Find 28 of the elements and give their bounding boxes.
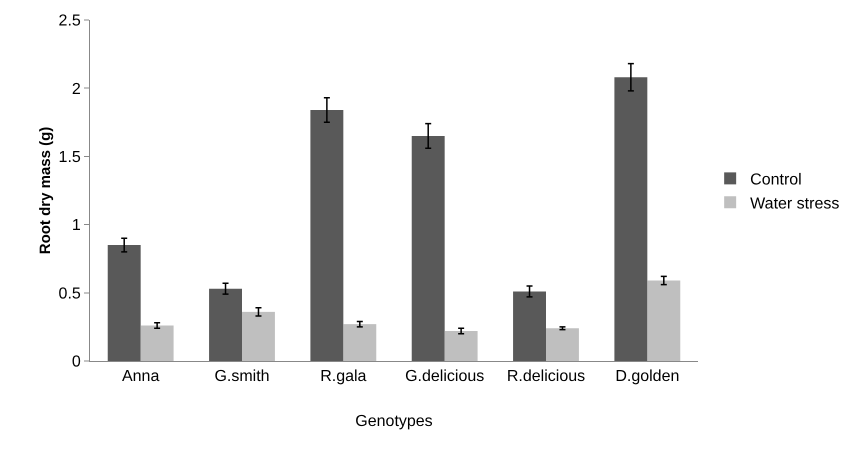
y-tick-label: 0 <box>72 354 81 371</box>
bar <box>412 136 445 361</box>
y-tick-label: 2.5 <box>58 12 81 30</box>
bar <box>343 324 376 361</box>
x-tick-label: D.golden <box>615 368 680 386</box>
x-tick-label: G.delicious <box>405 368 484 386</box>
x-tick-label: R.gala <box>320 368 367 386</box>
y-axis-title: Root dry mass (g) <box>37 126 54 254</box>
y-tick-label: 1.5 <box>58 149 81 166</box>
legend-label: Water stress <box>750 195 840 212</box>
bar <box>140 326 174 361</box>
bar <box>444 330 478 361</box>
bar <box>614 77 648 361</box>
bar <box>310 110 344 361</box>
bar <box>513 291 546 361</box>
y-tick-label: 0.5 <box>58 285 81 302</box>
y-tick-label: 2 <box>72 80 81 98</box>
bar <box>546 328 579 361</box>
x-tick-label: Anna <box>122 368 160 386</box>
x-tick-label: R.delicious <box>506 368 586 386</box>
y-tick-label: 1 <box>72 217 81 234</box>
bar <box>647 280 680 361</box>
legend-label: Control <box>750 172 802 189</box>
bar <box>209 288 242 361</box>
bar <box>108 245 141 361</box>
x-axis-title: Genotypes <box>355 412 433 430</box>
bar <box>242 312 275 361</box>
x-tick-label: G.smith <box>214 368 270 386</box>
